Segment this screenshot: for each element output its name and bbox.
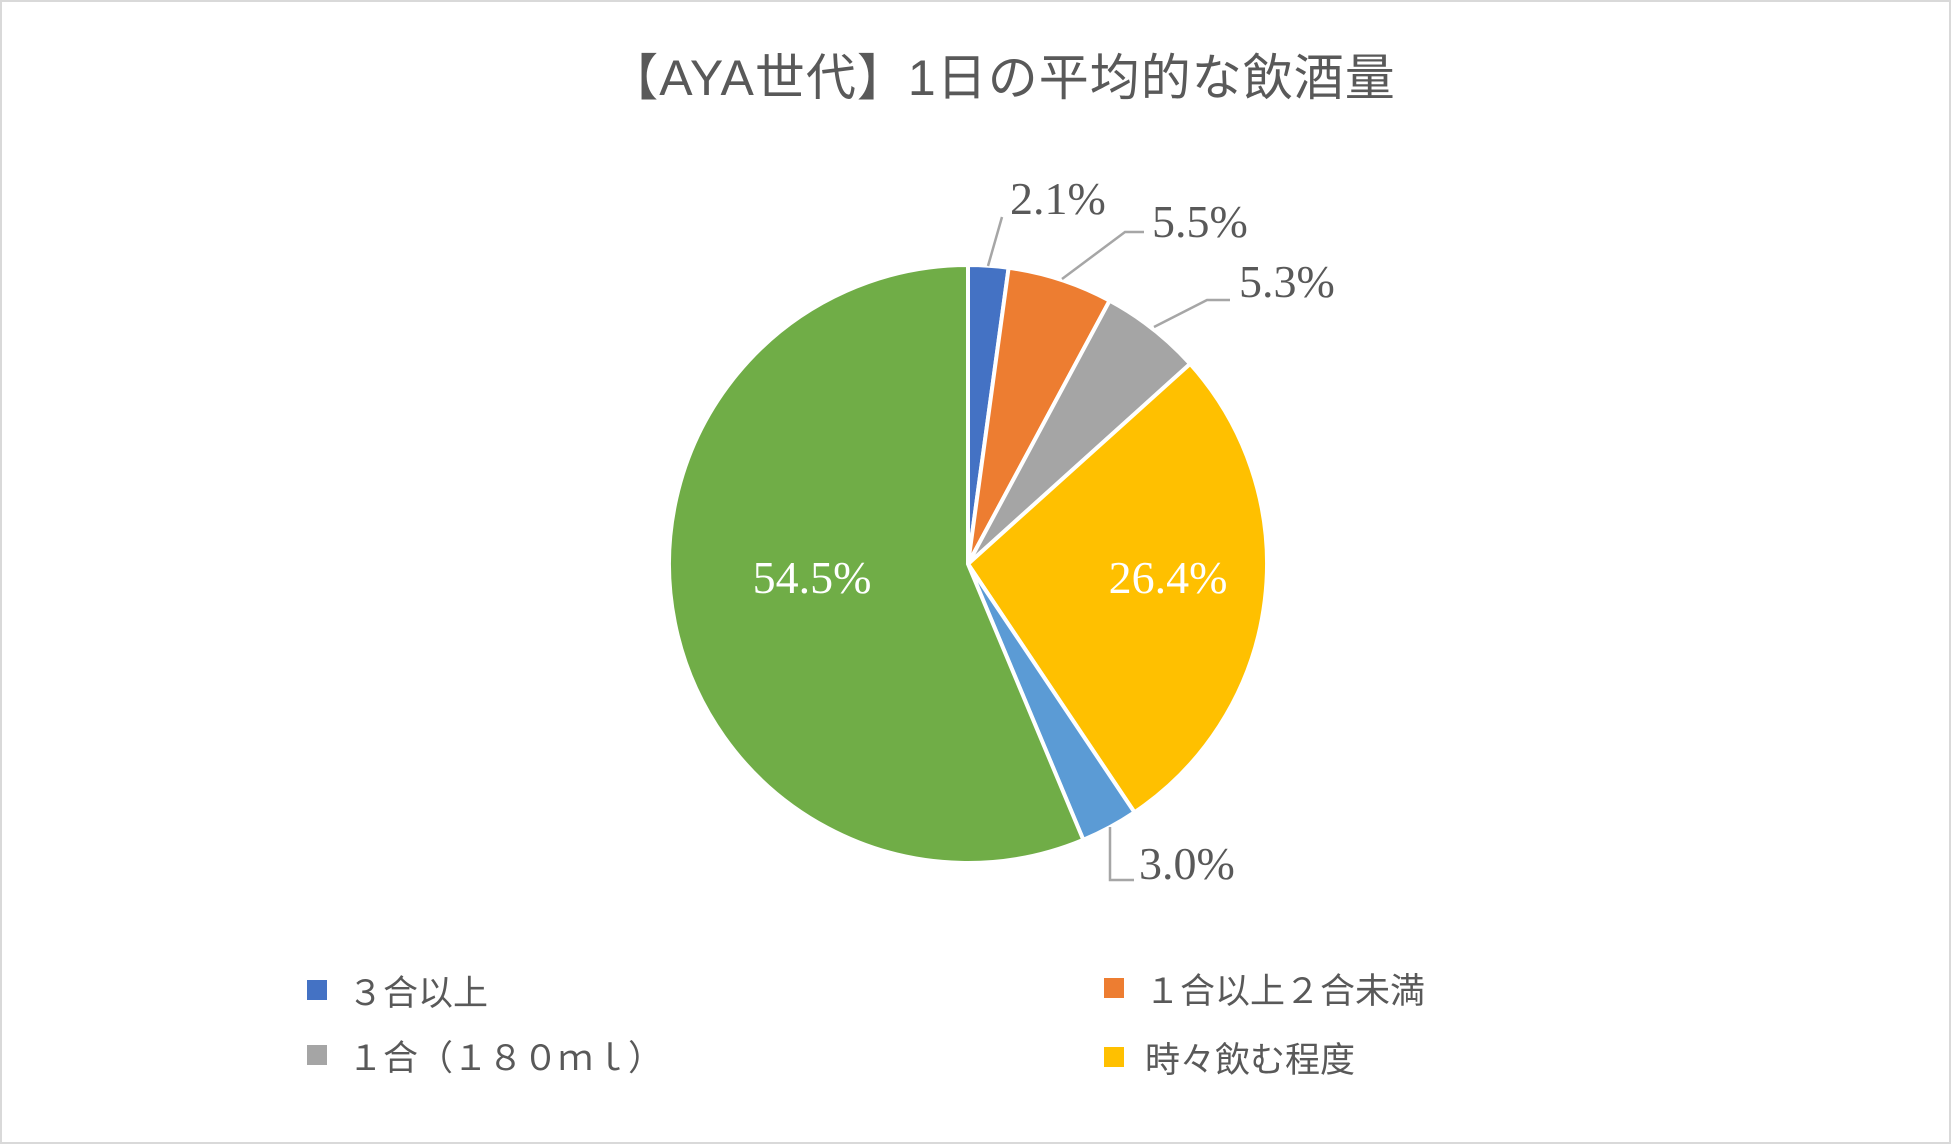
legend-swatch-yellow — [1104, 1047, 1124, 1067]
leader-lines-group — [986, 216, 1230, 882]
data-label-6: 54.5% — [753, 552, 872, 603]
data-label-5: 3.0% — [1139, 838, 1235, 889]
legend-label: １合（１８０ｍｌ） — [348, 1038, 664, 1078]
data-label-4: 26.4% — [1109, 552, 1228, 603]
legend-label: ３合以上 — [348, 973, 489, 1013]
legend-swatch-orange — [1104, 978, 1124, 998]
data-label-2: 5.5% — [1152, 196, 1248, 247]
legend-item-3gou-ijou[interactable]: ３合以上 — [307, 970, 488, 1013]
data-label-1: 2.1% — [1010, 173, 1106, 224]
leader-line-1 — [986, 216, 1004, 267]
leader-line-2 — [1061, 230, 1144, 281]
legend-item-tokidoki-nomu[interactable]: 時々飲む程度 — [1104, 1037, 1355, 1080]
leader-line-5 — [1108, 827, 1134, 882]
data-label-3: 5.3% — [1239, 256, 1335, 307]
data-labels-group: 2.1% 5.5% 5.3% 26.4% 3.0% 54.5% — [753, 173, 1335, 889]
pie-group — [667, 262, 1269, 865]
pie-slice-6[interactable] — [667, 262, 1086, 865]
chart-title: 【AYA世代】1日の平均的な飲酒量 — [608, 50, 1396, 106]
legend-item-1gou-180ml[interactable]: １合（１８０ｍｌ） — [307, 1035, 663, 1078]
legend-swatch-gray — [307, 1045, 327, 1065]
legend-label: 時々飲む程度 — [1145, 1040, 1356, 1080]
leader-line-3 — [1153, 298, 1230, 329]
legend-item-1gou-ijou-2gou-miman[interactable]: １合以上２合未満 — [1104, 968, 1425, 1011]
legend-label: １合以上２合未満 — [1145, 971, 1426, 1011]
legend-swatch-blue — [307, 980, 327, 1000]
pie-slice-4[interactable] — [965, 361, 1269, 816]
